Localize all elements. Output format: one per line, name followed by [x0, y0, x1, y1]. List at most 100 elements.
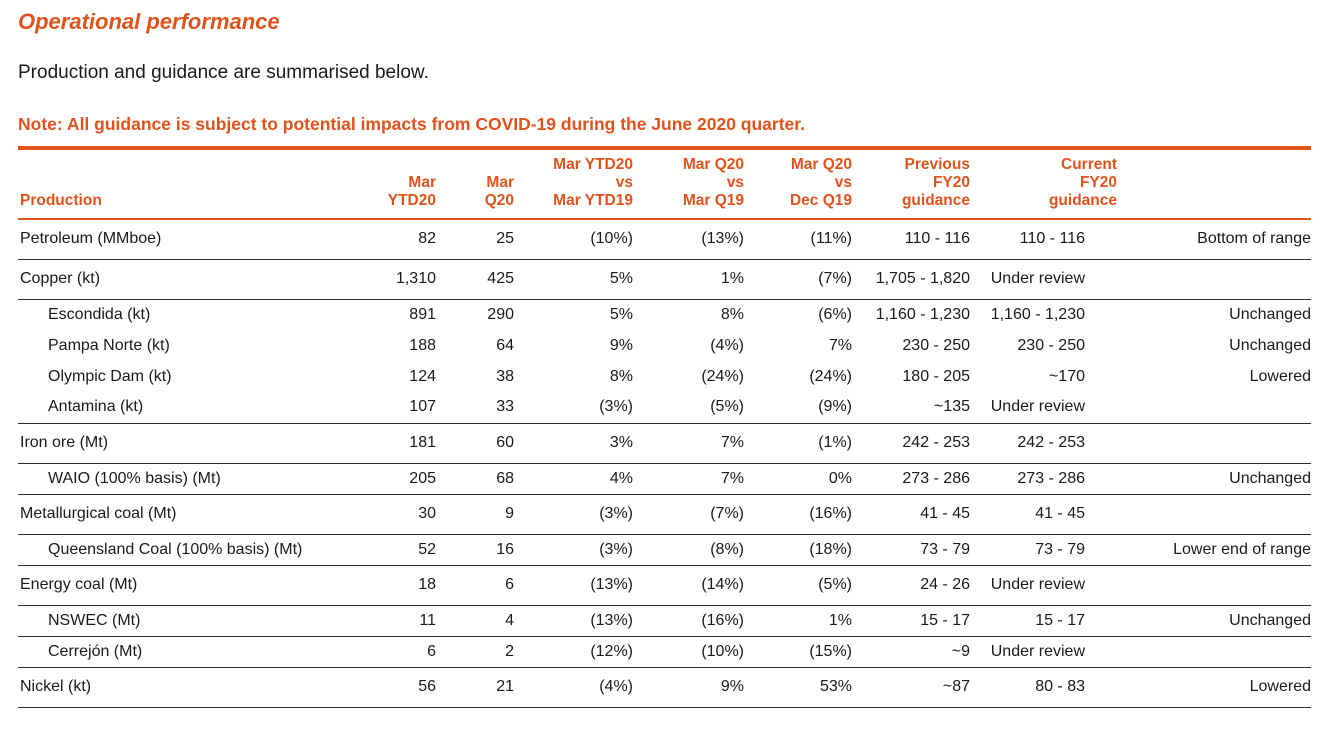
cell-current_fy20_guidance: 242 - 253 — [970, 423, 1117, 464]
cell-mar_q20: 9 — [436, 494, 514, 535]
cell-mar_q20_vs_dec_q19: 0% — [744, 463, 852, 495]
cell-guidance_note: Lowered — [1117, 667, 1311, 708]
cell-mar_ytd20_vs_mar_ytd19: (3%) — [514, 494, 633, 535]
cell-mar_ytd20_vs_mar_ytd19: 3% — [514, 423, 633, 464]
row-label: Copper (kt) — [18, 259, 358, 300]
cell-mar_ytd20_vs_mar_ytd19: 4% — [514, 463, 633, 495]
cell-mar_q20: 68 — [436, 463, 514, 495]
cell-mar_ytd20: 56 — [358, 667, 436, 708]
cell-mar_q20_vs_mar_q19: (10%) — [633, 636, 744, 668]
cell-mar_q20_vs_mar_q19: (13%) — [633, 219, 744, 260]
table-row: Energy coal (Mt) 18 6 (13%) (14%) (5%) 24 - 26… — [18, 565, 1311, 606]
table-row: Metallurgical coal (Mt) 30 9 (3%) (7%) (16%) 4… — [18, 494, 1311, 535]
cell-mar_ytd20: 82 — [358, 219, 436, 260]
cell-guidance_note — [1117, 636, 1311, 668]
cell-current_fy20_guidance: 110 - 116 — [970, 219, 1117, 260]
cell-mar_q20_vs_mar_q19: 1% — [633, 259, 744, 300]
cell-guidance_note — [1117, 494, 1311, 535]
cell-current_fy20_guidance: 273 - 286 — [970, 463, 1117, 495]
cell-current_fy20_guidance: Under review — [970, 636, 1117, 668]
page-title: Operational performance — [18, 9, 280, 34]
cell-guidance_note — [1117, 565, 1311, 606]
row-label: Cerrejón (Mt) — [18, 636, 358, 668]
row-label: Olympic Dam (kt) — [48, 367, 172, 385]
cell-mar_ytd20_vs_mar_ytd19: 9% — [609, 336, 633, 354]
cell-mar_q20: 21 — [436, 667, 514, 708]
cell-mar_ytd20_vs_mar_ytd19: (13%) — [514, 605, 633, 637]
cell-mar_q20_vs_mar_q19: 8% — [720, 305, 744, 323]
column-header-current-fy20-guidance: Current FY20 guidance — [970, 148, 1117, 220]
cell-mar_q20_vs_dec_q19: (9%) — [744, 392, 852, 424]
row-label: NSWEC (Mt) — [18, 605, 358, 637]
cell-mar_q20_vs_dec_q19: 1% — [744, 605, 852, 637]
table-row: Olympic Dam (kt) 124 38 8% (24%) (24%) 180 - 2… — [18, 361, 1311, 392]
row-label: Petroleum (MMboe) — [18, 219, 358, 260]
cell-previous_fy20_guidance: 15 - 17 — [852, 605, 970, 637]
column-header-mar-q20-vs-mar-q19: Mar Q20 vs Mar Q19 — [633, 148, 744, 220]
cell-mar_ytd20: 1,310 — [358, 259, 436, 300]
row-label: Nickel (kt) — [18, 667, 358, 708]
cell-previous_fy20_guidance: 24 - 26 — [852, 565, 970, 606]
cell-mar_ytd20_vs_mar_ytd19: (12%) — [514, 636, 633, 668]
row-label: Queensland Coal (100% basis) (Mt) — [18, 534, 358, 566]
row-label: Escondida (kt) — [48, 305, 151, 323]
cell-mar_q20: 33 — [436, 392, 514, 424]
cell-guidance_note — [1117, 392, 1311, 424]
row-label: Antamina (kt) — [18, 392, 358, 424]
table-row: Queensland Coal (100% basis) (Mt) 52 16 (3%… — [18, 534, 1311, 566]
cell-mar_ytd20_vs_mar_ytd19: (10%) — [514, 219, 633, 260]
cell-current_fy20_guidance: 1,160 - 1,230 — [990, 305, 1085, 323]
cell-mar_ytd20: 891 — [409, 305, 436, 323]
row-label: WAIO (100% basis) (Mt) — [18, 463, 358, 495]
cell-mar_ytd20_vs_mar_ytd19: (3%) — [514, 392, 633, 424]
cell-mar_ytd20: 52 — [358, 534, 436, 566]
cell-mar_ytd20: 30 — [358, 494, 436, 535]
column-header-previous-fy20-guidance: Previous FY20 guidance — [852, 148, 970, 220]
cell-mar_q20_vs_mar_q19: (4%) — [710, 336, 744, 354]
cell-current_fy20_guidance: Under review — [970, 565, 1117, 606]
cell-guidance_note: Unchanged — [1229, 336, 1311, 354]
cell-mar_q20_vs_dec_q19: (5%) — [744, 565, 852, 606]
table-row: WAIO (100% basis) (Mt) 205 68 4% 7% 0% 273 - 2… — [18, 463, 1311, 495]
cell-mar_q20_vs_dec_q19: (15%) — [744, 636, 852, 668]
cell-mar_ytd20_vs_mar_ytd19: (13%) — [514, 565, 633, 606]
cell-mar_q20_vs_mar_q19: (7%) — [633, 494, 744, 535]
cell-current_fy20_guidance: Under review — [970, 259, 1117, 300]
row-label: Pampa Norte (kt) — [48, 336, 170, 354]
cell-mar_ytd20: 181 — [358, 423, 436, 464]
cell-mar_q20_vs_mar_q19: 7% — [633, 423, 744, 464]
report-page: Operational performance Production and g… — [18, 9, 1311, 708]
cell-mar_q20: 6 — [436, 565, 514, 606]
cell-mar_q20: 25 — [436, 219, 514, 260]
cell-mar_ytd20_vs_mar_ytd19: 5% — [514, 259, 633, 300]
column-header-production: Production — [18, 148, 358, 220]
cell-guidance_note: Unchanged — [1117, 605, 1311, 637]
cell-mar_ytd20_vs_mar_ytd19: (4%) — [514, 667, 633, 708]
cell-previous_fy20_guidance: 1,160 - 1,230 — [875, 305, 970, 323]
cell-mar_q20: 16 — [436, 534, 514, 566]
cell-guidance_note: Unchanged — [1117, 463, 1311, 495]
cell-guidance_note: Lower end of range — [1117, 534, 1311, 566]
cell-guidance_note: Unchanged — [1229, 305, 1311, 323]
column-header-mar-ytd20-vs-mar-ytd19: Mar YTD20 vs Mar YTD19 — [514, 148, 633, 220]
table-row: Pampa Norte (kt) 188 64 9% (4%) 7% 230 - 250 23… — [18, 330, 1311, 361]
table-row: NSWEC (Mt) 11 4 (13%) (16%) 1% 15 - 17 15 - 17 U… — [18, 605, 1311, 637]
cell-mar_ytd20_vs_mar_ytd19: 5% — [609, 305, 633, 323]
cell-mar_q20_vs_mar_q19: 7% — [633, 463, 744, 495]
table-row: Escondida (kt) 891 290 5% 8% (6%) 1,160 - 1,23… — [18, 299, 1311, 330]
cell-guidance_note — [1117, 423, 1311, 464]
cell-mar_q20: 425 — [436, 259, 514, 300]
cell-previous_fy20_guidance: ~87 — [852, 667, 970, 708]
intro-text: Production and guidance are summarised b… — [18, 62, 429, 83]
cell-previous_fy20_guidance: 273 - 286 — [852, 463, 970, 495]
cell-mar_q20_vs_dec_q19: (18%) — [744, 534, 852, 566]
column-header-mar-q20: Mar Q20 — [436, 148, 514, 220]
cell-previous_fy20_guidance: ~135 — [852, 392, 970, 424]
column-header-guidance-note — [1117, 148, 1311, 220]
covid-guidance-note: Note: All guidance is subject to potenti… — [18, 114, 805, 134]
cell-mar_q20_vs_mar_q19: (24%) — [701, 367, 744, 385]
row-label: Metallurgical coal (Mt) — [18, 494, 358, 535]
cell-current_fy20_guidance: 73 - 79 — [970, 534, 1117, 566]
table-row: Antamina (kt) 107 33 (3%) (5%) (9%) ~135 Under … — [18, 392, 1311, 424]
cell-mar_q20: 2 — [436, 636, 514, 668]
